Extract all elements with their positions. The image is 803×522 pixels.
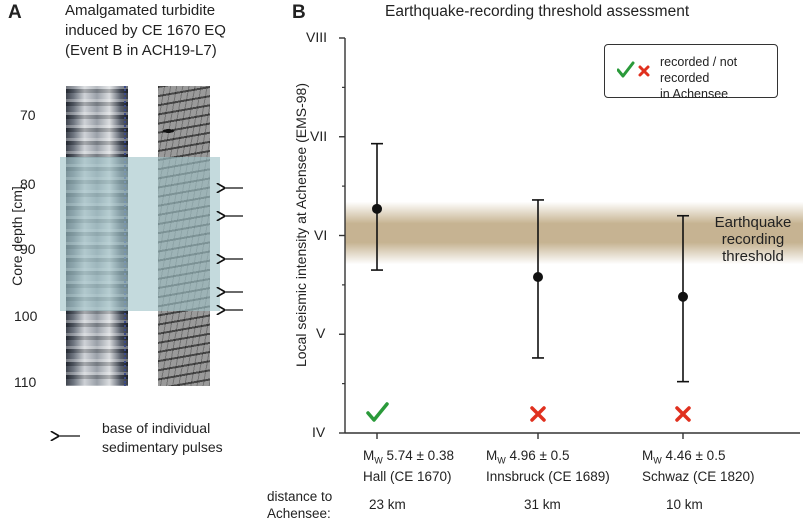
mag-subscript: W bbox=[374, 455, 383, 466]
mag-value: 4.46 ± 0.5 bbox=[661, 448, 726, 463]
mag-subscript: W bbox=[497, 455, 506, 466]
distance-value: 23 km bbox=[369, 497, 406, 512]
mag-value: 4.96 ± 0.5 bbox=[505, 448, 570, 463]
mag-value: 5.74 ± 0.38 bbox=[382, 448, 454, 463]
mag-prefix: M bbox=[486, 448, 498, 463]
legend-line: recorded / not recorded bbox=[660, 55, 738, 85]
y-tick-label: VIII bbox=[306, 29, 328, 45]
turbidite-highlight bbox=[60, 157, 220, 311]
panel-a-title-line: Amalgamated turbidite bbox=[65, 2, 216, 19]
threshold-label: Earthquake recording threshold bbox=[703, 214, 803, 265]
distance-value: 31 km bbox=[524, 497, 561, 512]
panel-a-title-line: induced by CE 1670 EQ bbox=[65, 22, 226, 39]
panel-b-letter: B bbox=[292, 2, 306, 23]
y-tick-label: V bbox=[316, 325, 326, 341]
mag-prefix: M bbox=[363, 448, 375, 463]
not-recorded-cross-icon bbox=[530, 406, 546, 422]
depth-tick: 110 bbox=[14, 374, 37, 390]
data-point bbox=[372, 203, 382, 214]
legend-symbols bbox=[617, 61, 650, 78]
chart-title: Earthquake-recording threshold assessmen… bbox=[385, 3, 690, 20]
panel-a-title-line: (Event B in ACH19-L7) bbox=[65, 42, 217, 59]
threshold-label-line: threshold bbox=[722, 248, 784, 265]
event-name: Schwaz (CE 1820) bbox=[642, 468, 755, 484]
distance-label-line: Achensee: bbox=[267, 506, 331, 521]
not-recorded-cross-icon bbox=[675, 406, 691, 422]
data-point bbox=[678, 291, 688, 302]
threshold-band bbox=[345, 201, 803, 265]
distance-label-line: distance to bbox=[267, 489, 333, 504]
threshold-label-line: Earthquake bbox=[714, 214, 792, 231]
y-tick-label: VII bbox=[310, 128, 328, 144]
depth-tick: 100 bbox=[14, 308, 38, 324]
distance-value: 10 km bbox=[666, 497, 703, 512]
event-name: Innsbruck (CE 1689) bbox=[486, 468, 610, 484]
y-tick-label: IV bbox=[312, 424, 326, 440]
panel-a-letter: A bbox=[8, 2, 22, 23]
mag-subscript: W bbox=[653, 455, 662, 466]
data-point bbox=[533, 271, 543, 282]
mag-prefix: M bbox=[642, 448, 654, 463]
check-icon bbox=[617, 61, 635, 78]
recorded-check-icon bbox=[366, 402, 389, 422]
panel-a-legend-line: base of individual bbox=[102, 420, 211, 436]
panel-a-title: Amalgamated turbidite induced by CE 1670… bbox=[65, 1, 226, 61]
depth-tick: 80 bbox=[20, 176, 36, 192]
event-label-schwaz: MW 4.46 ± 0.5 Schwaz (CE 1820) bbox=[642, 448, 755, 485]
distance-label: distance to Achensee: bbox=[267, 488, 332, 522]
event-label-hall: MW 5.74 ± 0.38 Hall (CE 1670) bbox=[363, 448, 454, 485]
event-name: Hall (CE 1670) bbox=[363, 468, 452, 484]
y-tick-label: VI bbox=[314, 227, 328, 243]
recorded-legend: recorded / not recorded in Achensee bbox=[604, 44, 778, 101]
event-label-innsbruck: MW 4.96 ± 0.5 Innsbruck (CE 1689) bbox=[486, 448, 610, 485]
depth-tick: 90 bbox=[20, 241, 36, 257]
depth-tick: 70 bbox=[20, 107, 36, 123]
threshold-label-line: recording bbox=[721, 231, 785, 248]
cross-icon bbox=[638, 65, 650, 77]
panel-a-legend: base of individual sedimentary pulses bbox=[102, 419, 223, 457]
legend-line: in Achensee bbox=[660, 87, 729, 101]
panel-a-legend-line: sedimentary pulses bbox=[102, 439, 223, 455]
